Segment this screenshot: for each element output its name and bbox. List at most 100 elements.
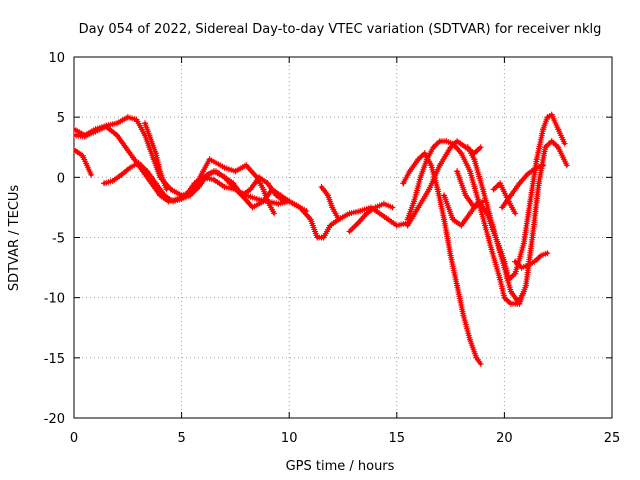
data-point [286,198,293,205]
x-tick-label: 0 [70,431,78,446]
data-point [329,204,336,211]
data-point [415,156,422,163]
x-tick-label: 10 [281,431,298,446]
data-point [512,258,519,265]
data-point-markers [490,180,518,215]
data-point [512,270,519,277]
data-point [152,150,159,157]
x-tick-label: 25 [604,431,621,446]
data-point [393,222,400,229]
x-tick-label: 20 [496,431,513,446]
series-track-17 [512,250,551,271]
data-point [79,152,86,159]
data-point [518,264,525,271]
data-point [318,184,325,190]
data-point [505,276,512,283]
x-axis-label: GPS time / hours [286,459,395,474]
data-point [531,258,538,265]
data-point [520,240,527,247]
data-point [501,294,508,301]
series-track-10 [400,150,484,367]
data-point [434,186,441,193]
data-point [346,228,353,235]
data-point [114,132,120,139]
data-point [124,114,131,121]
data-point [490,186,497,193]
data-point [507,300,514,307]
data-point [389,204,396,211]
data-point [540,126,547,133]
data-point [486,210,493,217]
data-point [507,192,514,199]
data-point [247,186,254,193]
data-point [561,140,568,147]
data-point [221,164,228,171]
y-tick-label: 0 [57,171,65,186]
data-point [507,288,514,295]
data-point [152,180,159,187]
data-point [501,258,508,265]
series-track-7 [318,184,342,223]
data-point [243,162,250,169]
data-point [542,144,549,151]
data-point [275,200,282,207]
data-point [473,354,480,361]
data-point [157,168,164,175]
data-point [497,180,504,187]
data-point [109,177,116,184]
data-point [471,204,478,211]
data-point [563,162,570,169]
data-point [535,180,542,187]
data-point [454,168,461,175]
data-point-markers [441,138,569,307]
data-point [133,116,140,123]
data-point [462,192,469,199]
data-point [400,180,407,187]
data-point [189,186,196,193]
data-point [363,210,370,217]
data-point [127,164,133,171]
data-point [81,133,88,140]
data-point [88,171,95,178]
data-point [404,222,411,229]
series-track-15 [490,180,519,217]
data-point [512,210,519,217]
data-point [441,216,448,223]
data-point [467,210,473,217]
data-point [335,216,342,223]
data-point [131,156,138,163]
data-point [210,168,217,175]
data-point [555,126,562,133]
data-point [499,204,506,211]
data-point [103,123,110,130]
data-point [479,186,486,193]
data-point [548,138,555,145]
data-point [467,336,473,343]
data-point [443,138,450,145]
data-point [533,156,540,163]
data-point [544,250,551,257]
data-point [114,120,120,127]
data-point [74,126,77,133]
data-point [307,216,314,223]
data-point [269,186,275,193]
data-point [213,159,219,166]
data-point [460,312,467,319]
data-point [277,192,284,199]
data-point [135,159,142,166]
data-point [170,198,176,205]
data-point [525,262,532,269]
series-track-14 [454,168,486,211]
y-tick-label: 10 [48,51,65,66]
data-point [428,162,435,169]
data-point [441,192,448,199]
data-point [436,162,443,169]
data-point [92,128,99,135]
data-point [548,111,555,118]
series-track-12 [441,138,570,307]
data-point [221,174,228,181]
y-tick-label: -10 [44,292,65,307]
data-point [314,234,321,241]
y-tick-label: 5 [57,111,65,126]
data-point [324,192,331,199]
